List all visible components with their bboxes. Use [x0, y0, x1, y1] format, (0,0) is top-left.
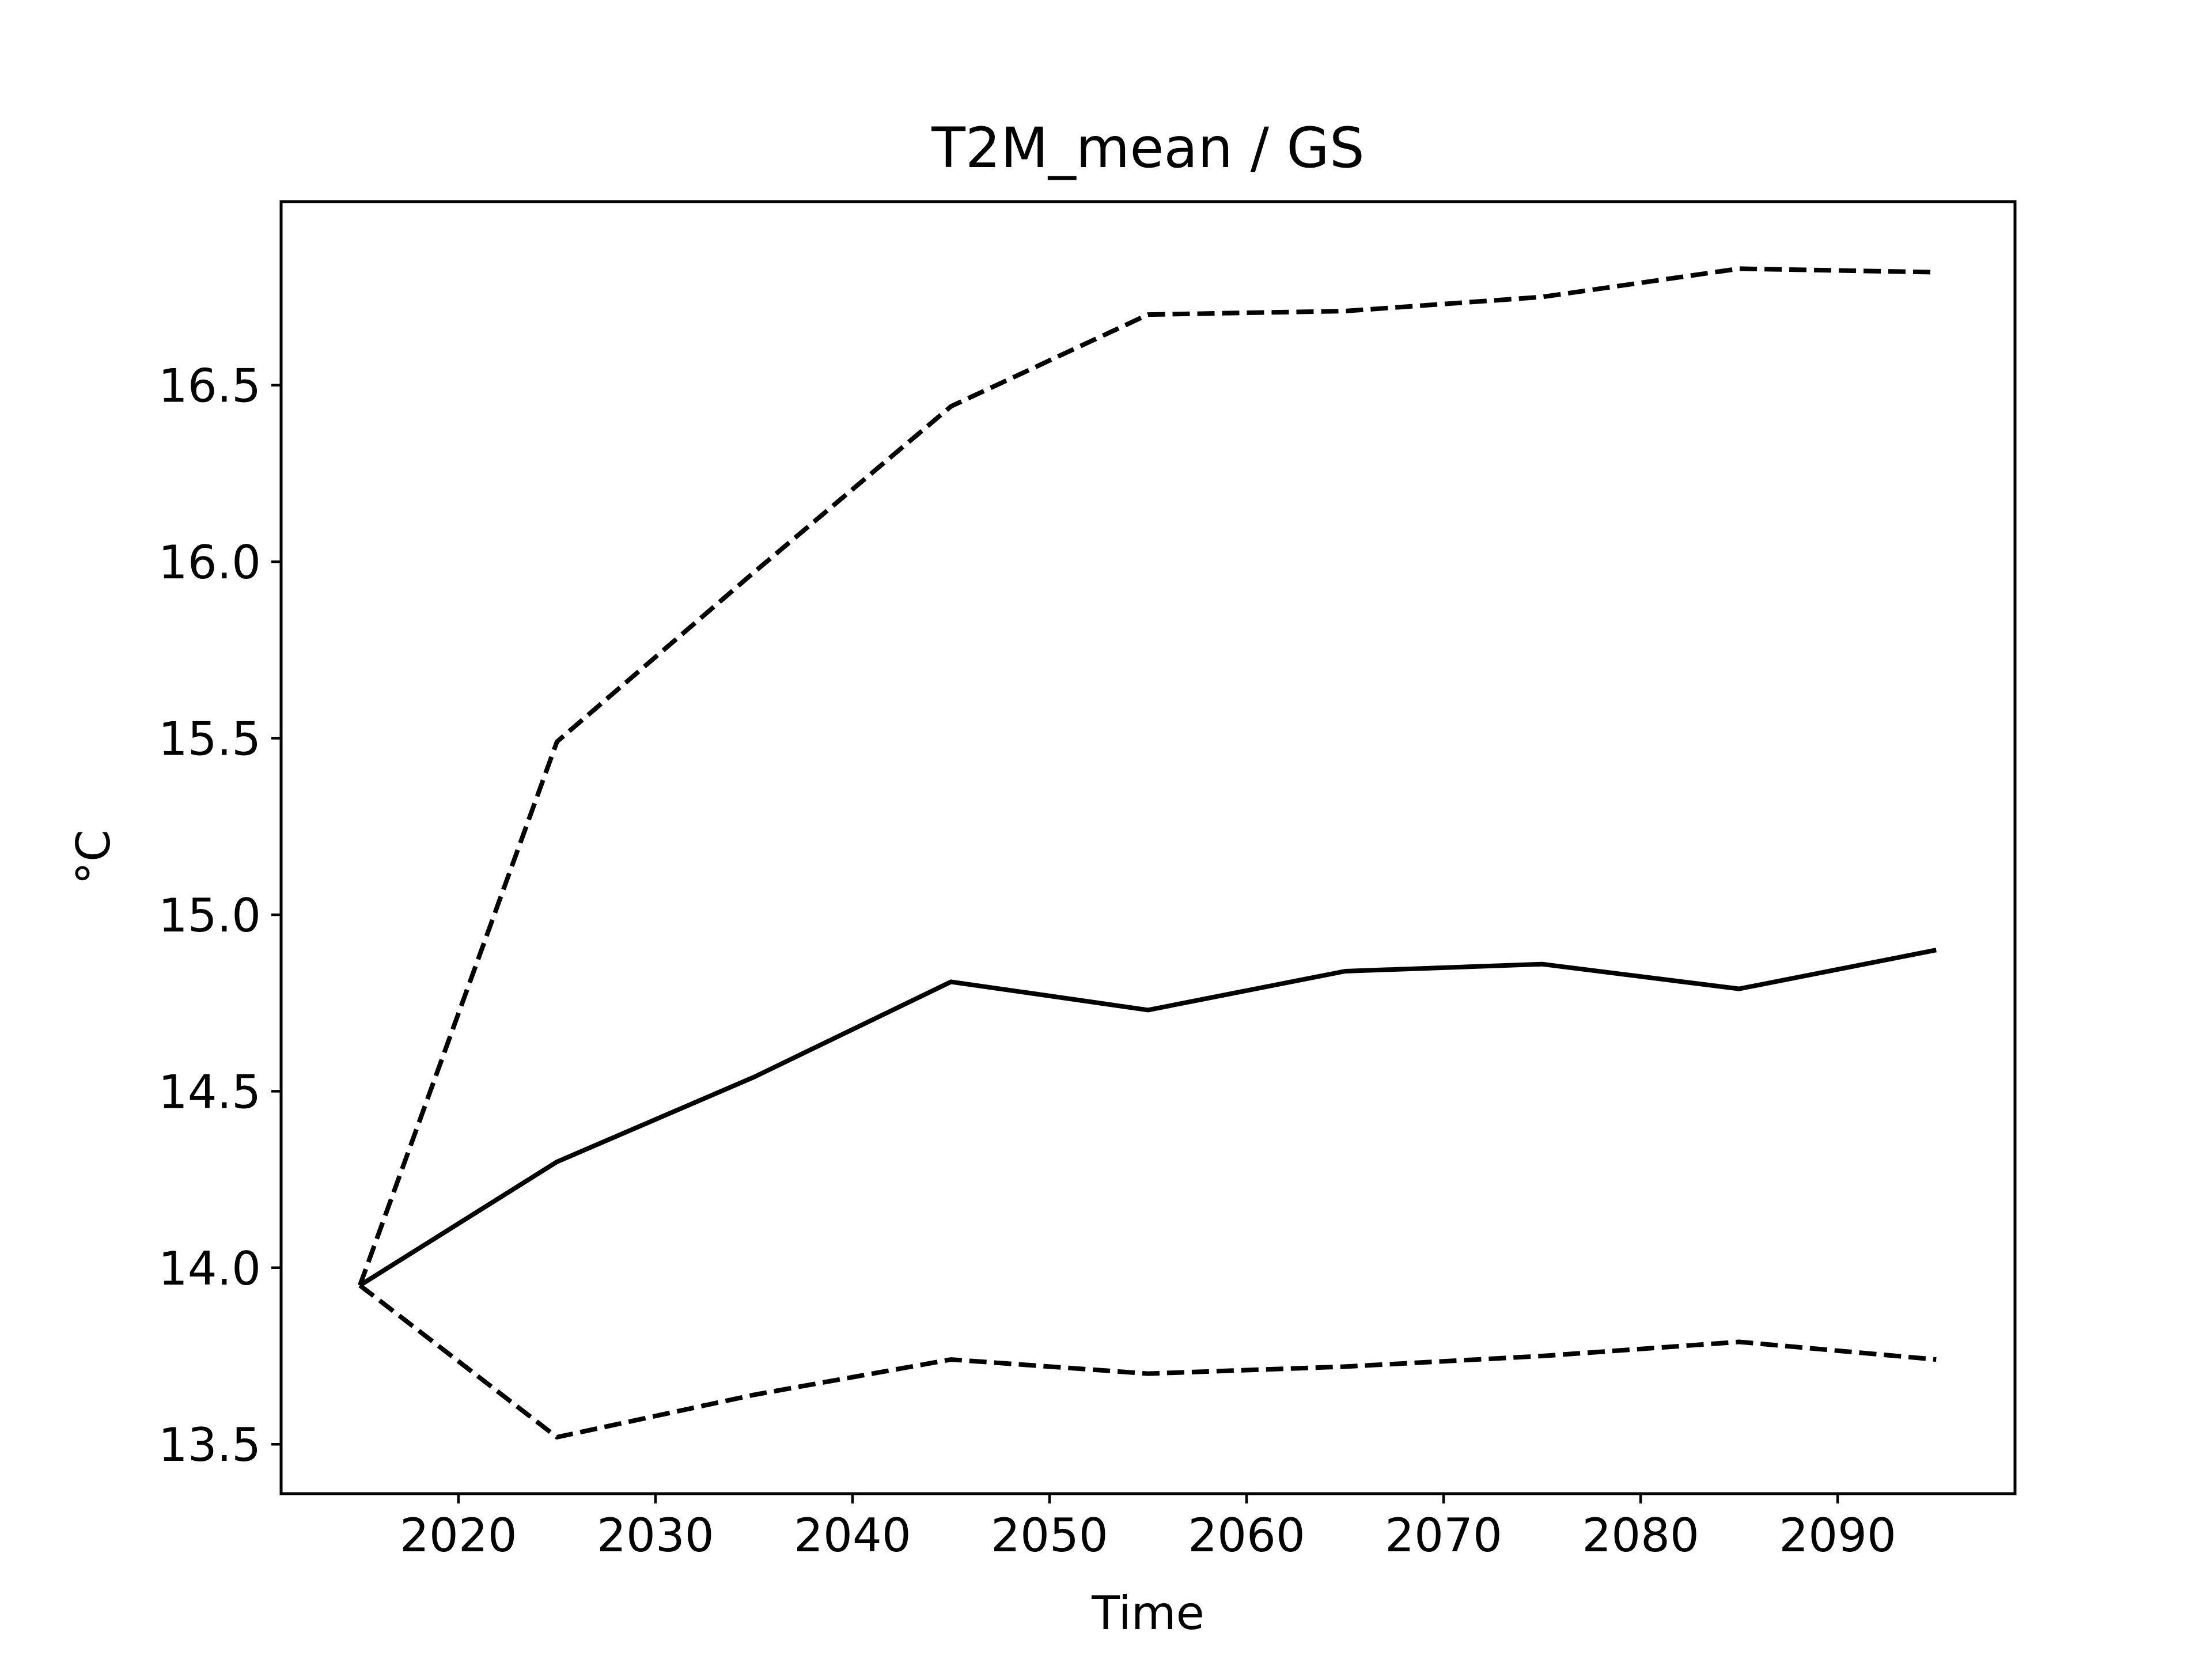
x-axis-label: Time [1091, 1586, 1205, 1640]
series-layer [358, 266, 1937, 1440]
x-axis-ticks: 2020 2030 2040 2050 2060 2070 2080 2090 [400, 1494, 1896, 1562]
x-tick-label: 2040 [794, 1509, 911, 1562]
x-tick-label: 2020 [400, 1509, 517, 1562]
y-tick-label: 16.0 [158, 536, 261, 589]
y-tick-label: 13.5 [158, 1418, 261, 1472]
series-line-3 [358, 1283, 1937, 1440]
series-line-1 [358, 266, 1937, 1286]
y-tick-label: 14.5 [158, 1065, 261, 1119]
y-tick-label: 15.0 [158, 889, 261, 942]
x-tick-label: 2070 [1385, 1509, 1502, 1562]
x-tick-label: 2030 [597, 1509, 714, 1562]
y-axis-label: °C [67, 830, 120, 885]
chart-title: T2M_mean / GS [931, 116, 1365, 180]
y-axis-ticks: 13.5 14.0 14.5 15.0 15.5 16.0 16.5 [158, 359, 281, 1472]
y-tick-label: 15.5 [158, 713, 261, 766]
y-tick-label: 16.5 [158, 359, 261, 413]
x-tick-label: 2060 [1188, 1509, 1305, 1562]
y-tick-label: 14.0 [158, 1242, 261, 1296]
x-tick-label: 2090 [1779, 1509, 1896, 1562]
x-tick-label: 2050 [991, 1509, 1108, 1562]
x-tick-label: 2080 [1582, 1509, 1699, 1562]
series-line-2 [358, 948, 1937, 1287]
plot-area-frame [279, 200, 2017, 1495]
